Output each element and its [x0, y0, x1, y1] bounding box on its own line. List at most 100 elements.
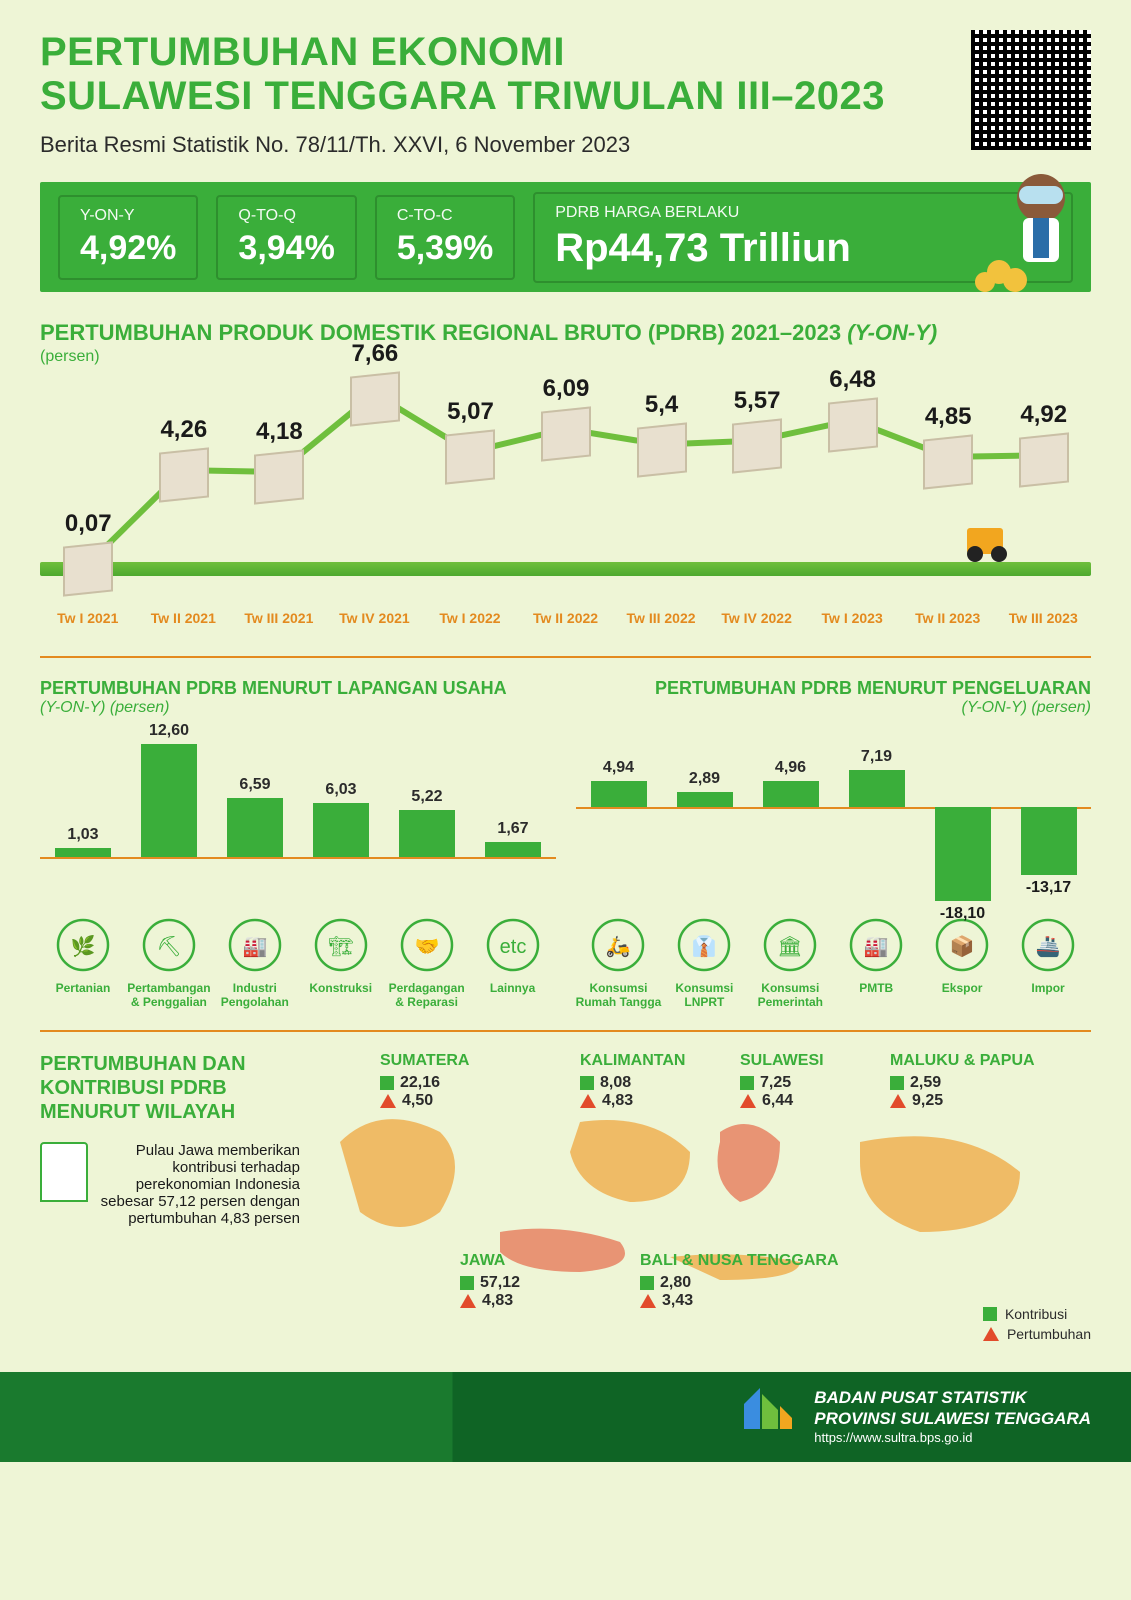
chart1-xlabels: Tw I 2021Tw II 2021Tw III 2021Tw IV 2021…	[40, 610, 1091, 626]
category-icon: 🏗	[313, 917, 369, 973]
triangle-icon	[890, 1094, 906, 1108]
category-icon: 🏭	[227, 917, 283, 973]
title-line1: PERTUMBUHAN EKONOMI	[40, 30, 885, 74]
chart1-point-value: 7,66	[327, 340, 422, 368]
square-icon	[740, 1076, 754, 1090]
svg-text:🚢: 🚢	[1036, 936, 1061, 958]
triangle-icon	[580, 1094, 596, 1108]
region-name: JAWA	[460, 1252, 520, 1270]
box-icon	[1019, 433, 1069, 488]
chart1-xlabel: Tw I 2023	[804, 610, 900, 626]
category-caption: Perdagangan & Reparasi	[384, 982, 470, 1010]
category-icon-col: etc Lainnya	[470, 917, 556, 1010]
chart1-point-value: 5,4	[614, 391, 709, 419]
svg-text:🤝: 🤝	[414, 936, 439, 958]
title-line2: SULAWESI TENGGARA TRIWULAN III–2023	[40, 74, 885, 118]
svg-text:🏭: 🏭	[864, 936, 889, 958]
pane-left: PERTUMBUHAN PDRB MENURUT LAPANGAN USAHA …	[40, 678, 556, 1010]
chart1-title-suffix: (Y-ON-Y)	[847, 320, 937, 345]
stat-yoy-value: 4,92%	[80, 229, 176, 268]
chart1-xlabel: Tw IV 2022	[709, 610, 805, 626]
stat-yoy-label: Y-ON-Y	[80, 207, 176, 225]
box-icon	[445, 429, 495, 484]
stat-qtoq: Q-TO-Q 3,94%	[216, 195, 356, 280]
stat-qtoq-value: 3,94%	[238, 229, 334, 268]
region-pertumbuhan: 6,44	[762, 1092, 793, 1110]
subtitle: Berita Resmi Statistik No. 78/11/Th. XXV…	[40, 132, 885, 158]
region-name: SULAWESI	[740, 1052, 824, 1070]
square-icon	[460, 1276, 474, 1290]
category-icon-col: ⛏ Pertambangan & Penggalian	[126, 917, 212, 1010]
category-caption: Lainnya	[470, 982, 556, 996]
triangle-icon	[983, 1327, 999, 1341]
chart1-point: 5,4	[614, 391, 709, 475]
category-icon: 👔	[676, 917, 732, 973]
svg-text:🏭: 🏭	[242, 936, 267, 958]
bar	[141, 744, 197, 857]
bar	[399, 810, 455, 857]
chart1-point: 4,85	[901, 403, 996, 487]
category-caption: PMTB	[833, 982, 919, 996]
svg-text:etc: etc	[499, 936, 526, 958]
chart1-xlabel: Tw II 2022	[518, 610, 614, 626]
stat-yoy: Y-ON-Y 4,92%	[58, 195, 198, 280]
chart1-xlabel: Tw II 2023	[900, 610, 996, 626]
chart1-xlabel: Tw II 2021	[136, 610, 232, 626]
chart-left-title: PERTUMBUHAN PDRB MENURUT LAPANGAN USAHA	[40, 678, 556, 699]
header: PERTUMBUHAN EKONOMI SULAWESI TENGGARA TR…	[40, 30, 1091, 158]
chart1-title: PERTUMBUHAN PRODUK DOMESTIK REGIONAL BRU…	[40, 320, 1091, 346]
region-pertumbuhan: 4,83	[482, 1292, 513, 1310]
square-icon	[640, 1276, 654, 1290]
chart1-baseline	[40, 562, 1091, 576]
category-icon-col: 🏛Konsumsi Pemerintah	[747, 917, 833, 1010]
region-label: SULAWESI7,256,44	[740, 1052, 824, 1110]
category-icon-col: 🌿Pertanian	[40, 917, 126, 1010]
chart1-point: 4,18	[232, 418, 327, 502]
bar	[55, 848, 111, 857]
footer-l2: PROVINSI SULAWESI TENGGARA	[814, 1408, 1091, 1429]
svg-text:🛵: 🛵	[606, 935, 631, 958]
category-icon-col: 🏗 Konstruksi	[298, 917, 384, 1010]
region-legend: Kontribusi Pertumbuhan	[983, 1302, 1091, 1342]
category-caption: Impor	[1005, 982, 1091, 996]
bar-label: -18,10	[923, 905, 1003, 923]
region-label: JAWA57,124,83	[460, 1252, 520, 1310]
chart-right-title: PERTUMBUHAN PDRB MENURUT PENGELUARAN	[576, 678, 1092, 699]
chart1: Tw I 2021Tw II 2021Tw III 2021Tw IV 2021…	[40, 376, 1091, 636]
category-caption: Ekspor	[919, 982, 1005, 996]
chart1-point: 5,07	[423, 398, 518, 482]
category-icon: 🛵	[590, 917, 646, 973]
legend-kontribusi: Kontribusi	[1005, 1306, 1067, 1322]
chart1-unit: (persen)	[40, 348, 1091, 366]
region-kontribusi: 8,08	[600, 1074, 631, 1092]
category-icon: 🏛	[762, 917, 818, 973]
chart1-point-value: 4,18	[232, 418, 327, 446]
bar-label: 7,19	[837, 748, 917, 766]
pane-right: PERTUMBUHAN PDRB MENURUT PENGELUARAN (Y-…	[576, 678, 1092, 1010]
chart1-xlabel: Tw III 2022	[613, 610, 709, 626]
category-icon: 🚢	[1020, 917, 1076, 973]
box-icon	[541, 406, 591, 461]
category-caption: Industri Pengolahan	[212, 982, 298, 1010]
chart1-point: 7,66	[327, 340, 422, 424]
svg-text:⛏: ⛏	[156, 936, 181, 958]
square-icon	[380, 1076, 394, 1090]
forklift-icon	[961, 507, 1031, 562]
category-caption: Pertambangan & Penggalian	[126, 982, 212, 1010]
chart-left: 1,0312,606,596,035,221,67	[40, 737, 556, 907]
category-caption: Konsumsi LNPRT	[661, 982, 747, 1010]
category-icon-col: 🛵Konsumsi Rumah Tangga	[576, 917, 662, 1010]
box-icon	[63, 542, 113, 597]
footer-text: BADAN PUSAT STATISTIK PROVINSI SULAWESI …	[814, 1387, 1091, 1446]
region-kontribusi: 22,16	[400, 1074, 440, 1092]
box-icon	[732, 418, 782, 473]
chart1-xlabel: Tw III 2023	[995, 610, 1091, 626]
region-name: KALIMANTAN	[580, 1052, 685, 1070]
square-icon	[983, 1307, 997, 1321]
category-caption: Konstruksi	[298, 982, 384, 996]
category-icon: ⛏	[141, 917, 197, 973]
square-icon	[890, 1076, 904, 1090]
chart1-title-main: PERTUMBUHAN PRODUK DOMESTIK REGIONAL BRU…	[40, 320, 841, 345]
bps-logo-icon	[736, 1384, 796, 1449]
region-name: MALUKU & PAPUA	[890, 1052, 1035, 1070]
